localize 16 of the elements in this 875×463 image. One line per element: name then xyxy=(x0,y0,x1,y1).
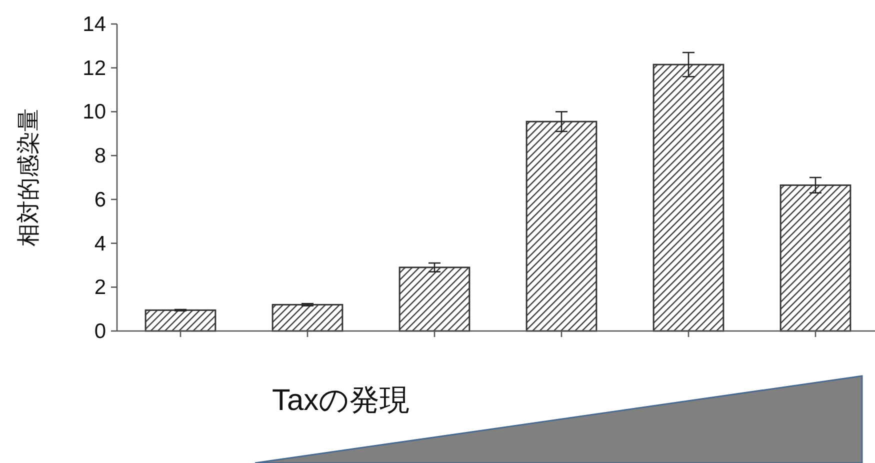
y-tick-label: 12 xyxy=(82,56,106,80)
bar xyxy=(272,304,344,332)
text: Taxの発現 xyxy=(272,384,410,417)
y-tick-label: 14 xyxy=(82,13,106,36)
y-tick-label: 2 xyxy=(94,276,106,300)
y-tick-label: 4 xyxy=(94,232,106,256)
y-tick-label: 6 xyxy=(94,188,106,212)
y-tick-label: 0 xyxy=(94,320,106,343)
bar xyxy=(652,64,724,332)
bar xyxy=(398,266,470,332)
bar xyxy=(780,184,852,332)
y-axis-title: 相対的感染量 xyxy=(15,108,41,246)
y-tick-label: 8 xyxy=(94,144,106,168)
bar xyxy=(526,120,598,332)
bar xyxy=(144,309,216,332)
y-tick-label: 10 xyxy=(82,100,106,124)
